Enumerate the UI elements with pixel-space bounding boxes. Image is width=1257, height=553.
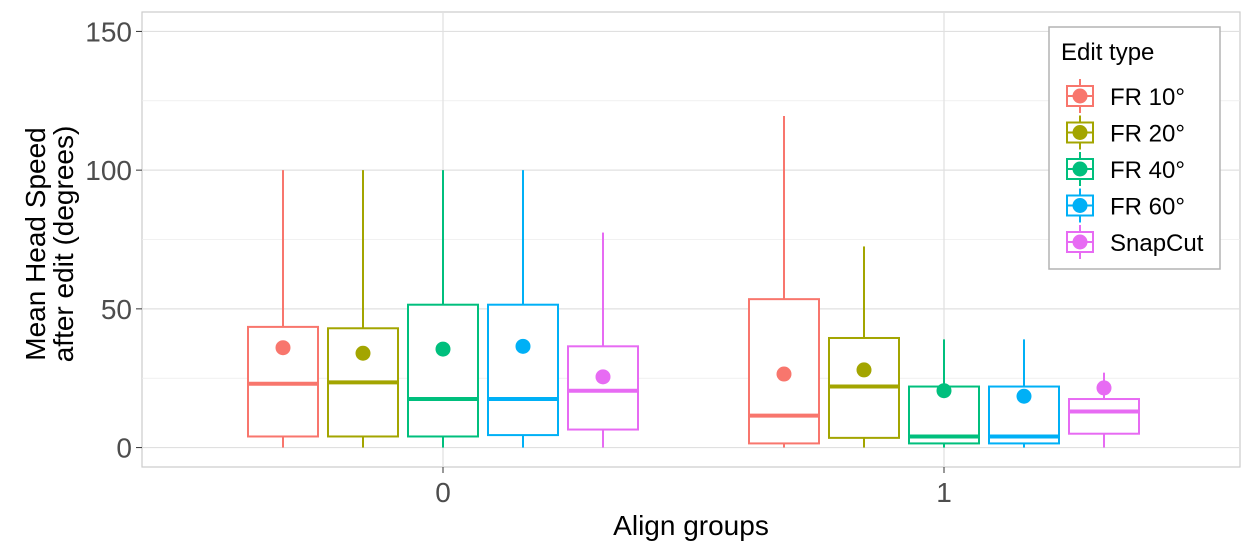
y-axis-title-line1: Mean Head Speed xyxy=(20,127,51,361)
legend-item: SnapCut xyxy=(1066,225,1204,259)
legend-key-point xyxy=(1072,198,1088,213)
box-iqr xyxy=(407,303,479,438)
legend-item-label: FR 20° xyxy=(1110,121,1185,148)
y-tick-label: 0 xyxy=(116,433,132,464)
legend: Edit type FR 10° FR 20° FR 40° FR 60° SnapCu… xyxy=(1048,26,1221,270)
box-mean-point xyxy=(515,338,531,354)
box-series xyxy=(247,116,1140,448)
legend-key-point xyxy=(1072,234,1088,250)
series-fr-10 xyxy=(247,116,820,448)
box-iqr xyxy=(748,298,820,445)
box-mean-point xyxy=(595,369,611,385)
y-tick-label: 100 xyxy=(85,155,132,186)
legend-key-point xyxy=(1072,88,1088,104)
legend-item-label: FR 40° xyxy=(1110,157,1185,184)
y-axis-title-line2: after edit (degrees) xyxy=(48,126,79,363)
series-fr-20 xyxy=(327,170,900,448)
series-snapcut xyxy=(567,232,1140,448)
box-mean-point xyxy=(856,362,872,378)
x-tick-label: 1 xyxy=(936,477,952,508)
box-iqr xyxy=(1068,398,1140,435)
legend-item-label: FR 10° xyxy=(1110,84,1185,111)
legend-box xyxy=(1048,26,1221,270)
legend-key-point xyxy=(1072,161,1088,177)
series-fr-40 xyxy=(407,170,980,448)
y-axis: 0 50 100 150 xyxy=(85,16,142,464)
box-iqr xyxy=(988,385,1060,445)
box-mean-point xyxy=(1096,380,1112,396)
x-tick-label: 0 xyxy=(435,477,451,508)
y-tick-label: 50 xyxy=(101,294,132,325)
box-mean-point xyxy=(435,341,451,357)
legend-item: FR 20° xyxy=(1066,115,1185,150)
y-tick-label: 150 xyxy=(85,16,132,47)
x-axis-title: Align groups xyxy=(613,510,769,541)
box-mean-point xyxy=(1016,388,1032,404)
box-iqr xyxy=(247,325,319,438)
box-mean-point xyxy=(355,345,371,361)
box-mean-point xyxy=(275,340,291,356)
legend-item-label: FR 60° xyxy=(1110,194,1185,221)
box-mean-point xyxy=(776,366,792,382)
legend-item-label: SnapCut xyxy=(1110,230,1204,257)
legend-item: FR 10° xyxy=(1066,79,1185,113)
box-iqr xyxy=(487,303,559,437)
box-iqr xyxy=(567,345,639,431)
legend-item: FR 60° xyxy=(1066,188,1185,223)
box-mean-point xyxy=(936,383,952,399)
legend-title: Edit type xyxy=(1061,39,1154,66)
series-fr-60 xyxy=(487,170,1060,448)
legend-item: FR 40° xyxy=(1066,152,1185,186)
legend-items: FR 10° FR 20° FR 40° FR 60° SnapCut xyxy=(1066,79,1204,259)
legend-key-point xyxy=(1072,125,1088,140)
